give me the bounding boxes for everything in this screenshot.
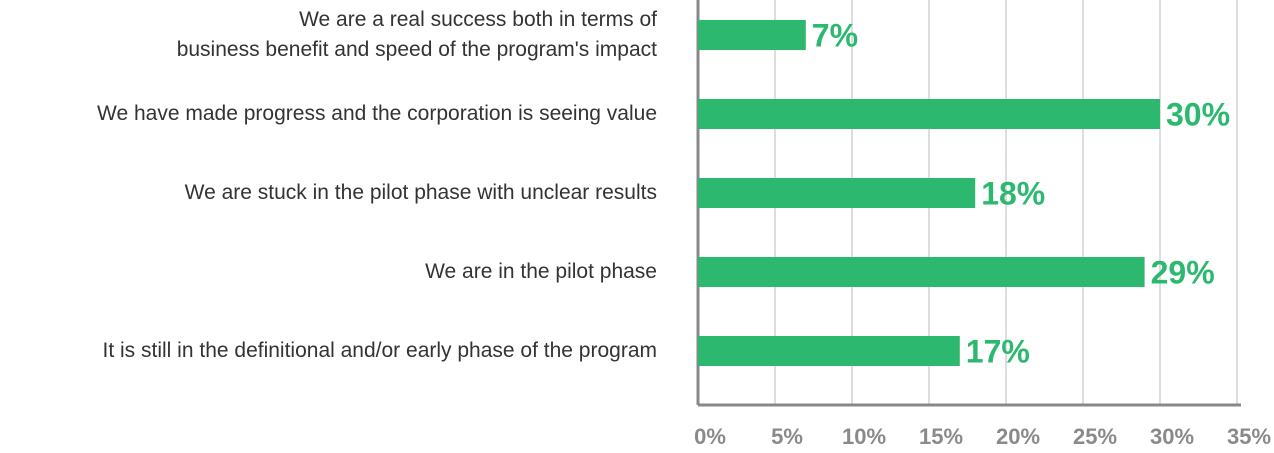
category-label: It is still in the definitional and/or e… <box>103 339 657 362</box>
x-tick-label: 30% <box>1150 424 1194 449</box>
bar <box>698 257 1145 287</box>
x-tick-label: 0% <box>694 424 726 449</box>
value-label: 18% <box>981 175 1045 211</box>
category-label: We have made progress and the corporatio… <box>97 102 657 125</box>
value-label: 30% <box>1166 96 1230 132</box>
category-label: We are a real success both in terms of bu… <box>177 8 657 61</box>
x-tick-label: 10% <box>842 424 886 449</box>
bar <box>698 20 806 50</box>
value-label: 17% <box>966 333 1030 369</box>
x-tick-label: 20% <box>996 424 1040 449</box>
x-tick-label: 25% <box>1073 424 1117 449</box>
category-label: We are stuck in the pilot phase with unc… <box>185 181 657 204</box>
x-tick-label: 15% <box>919 424 963 449</box>
category-label: We are in the pilot phase <box>425 260 657 283</box>
bar <box>698 336 960 366</box>
bar <box>698 99 1160 129</box>
x-tick-label: 5% <box>771 424 803 449</box>
bar <box>698 178 976 208</box>
value-label: 29% <box>1151 254 1215 290</box>
x-tick-label: 35% <box>1227 424 1271 449</box>
value-label: 7% <box>812 17 858 53</box>
